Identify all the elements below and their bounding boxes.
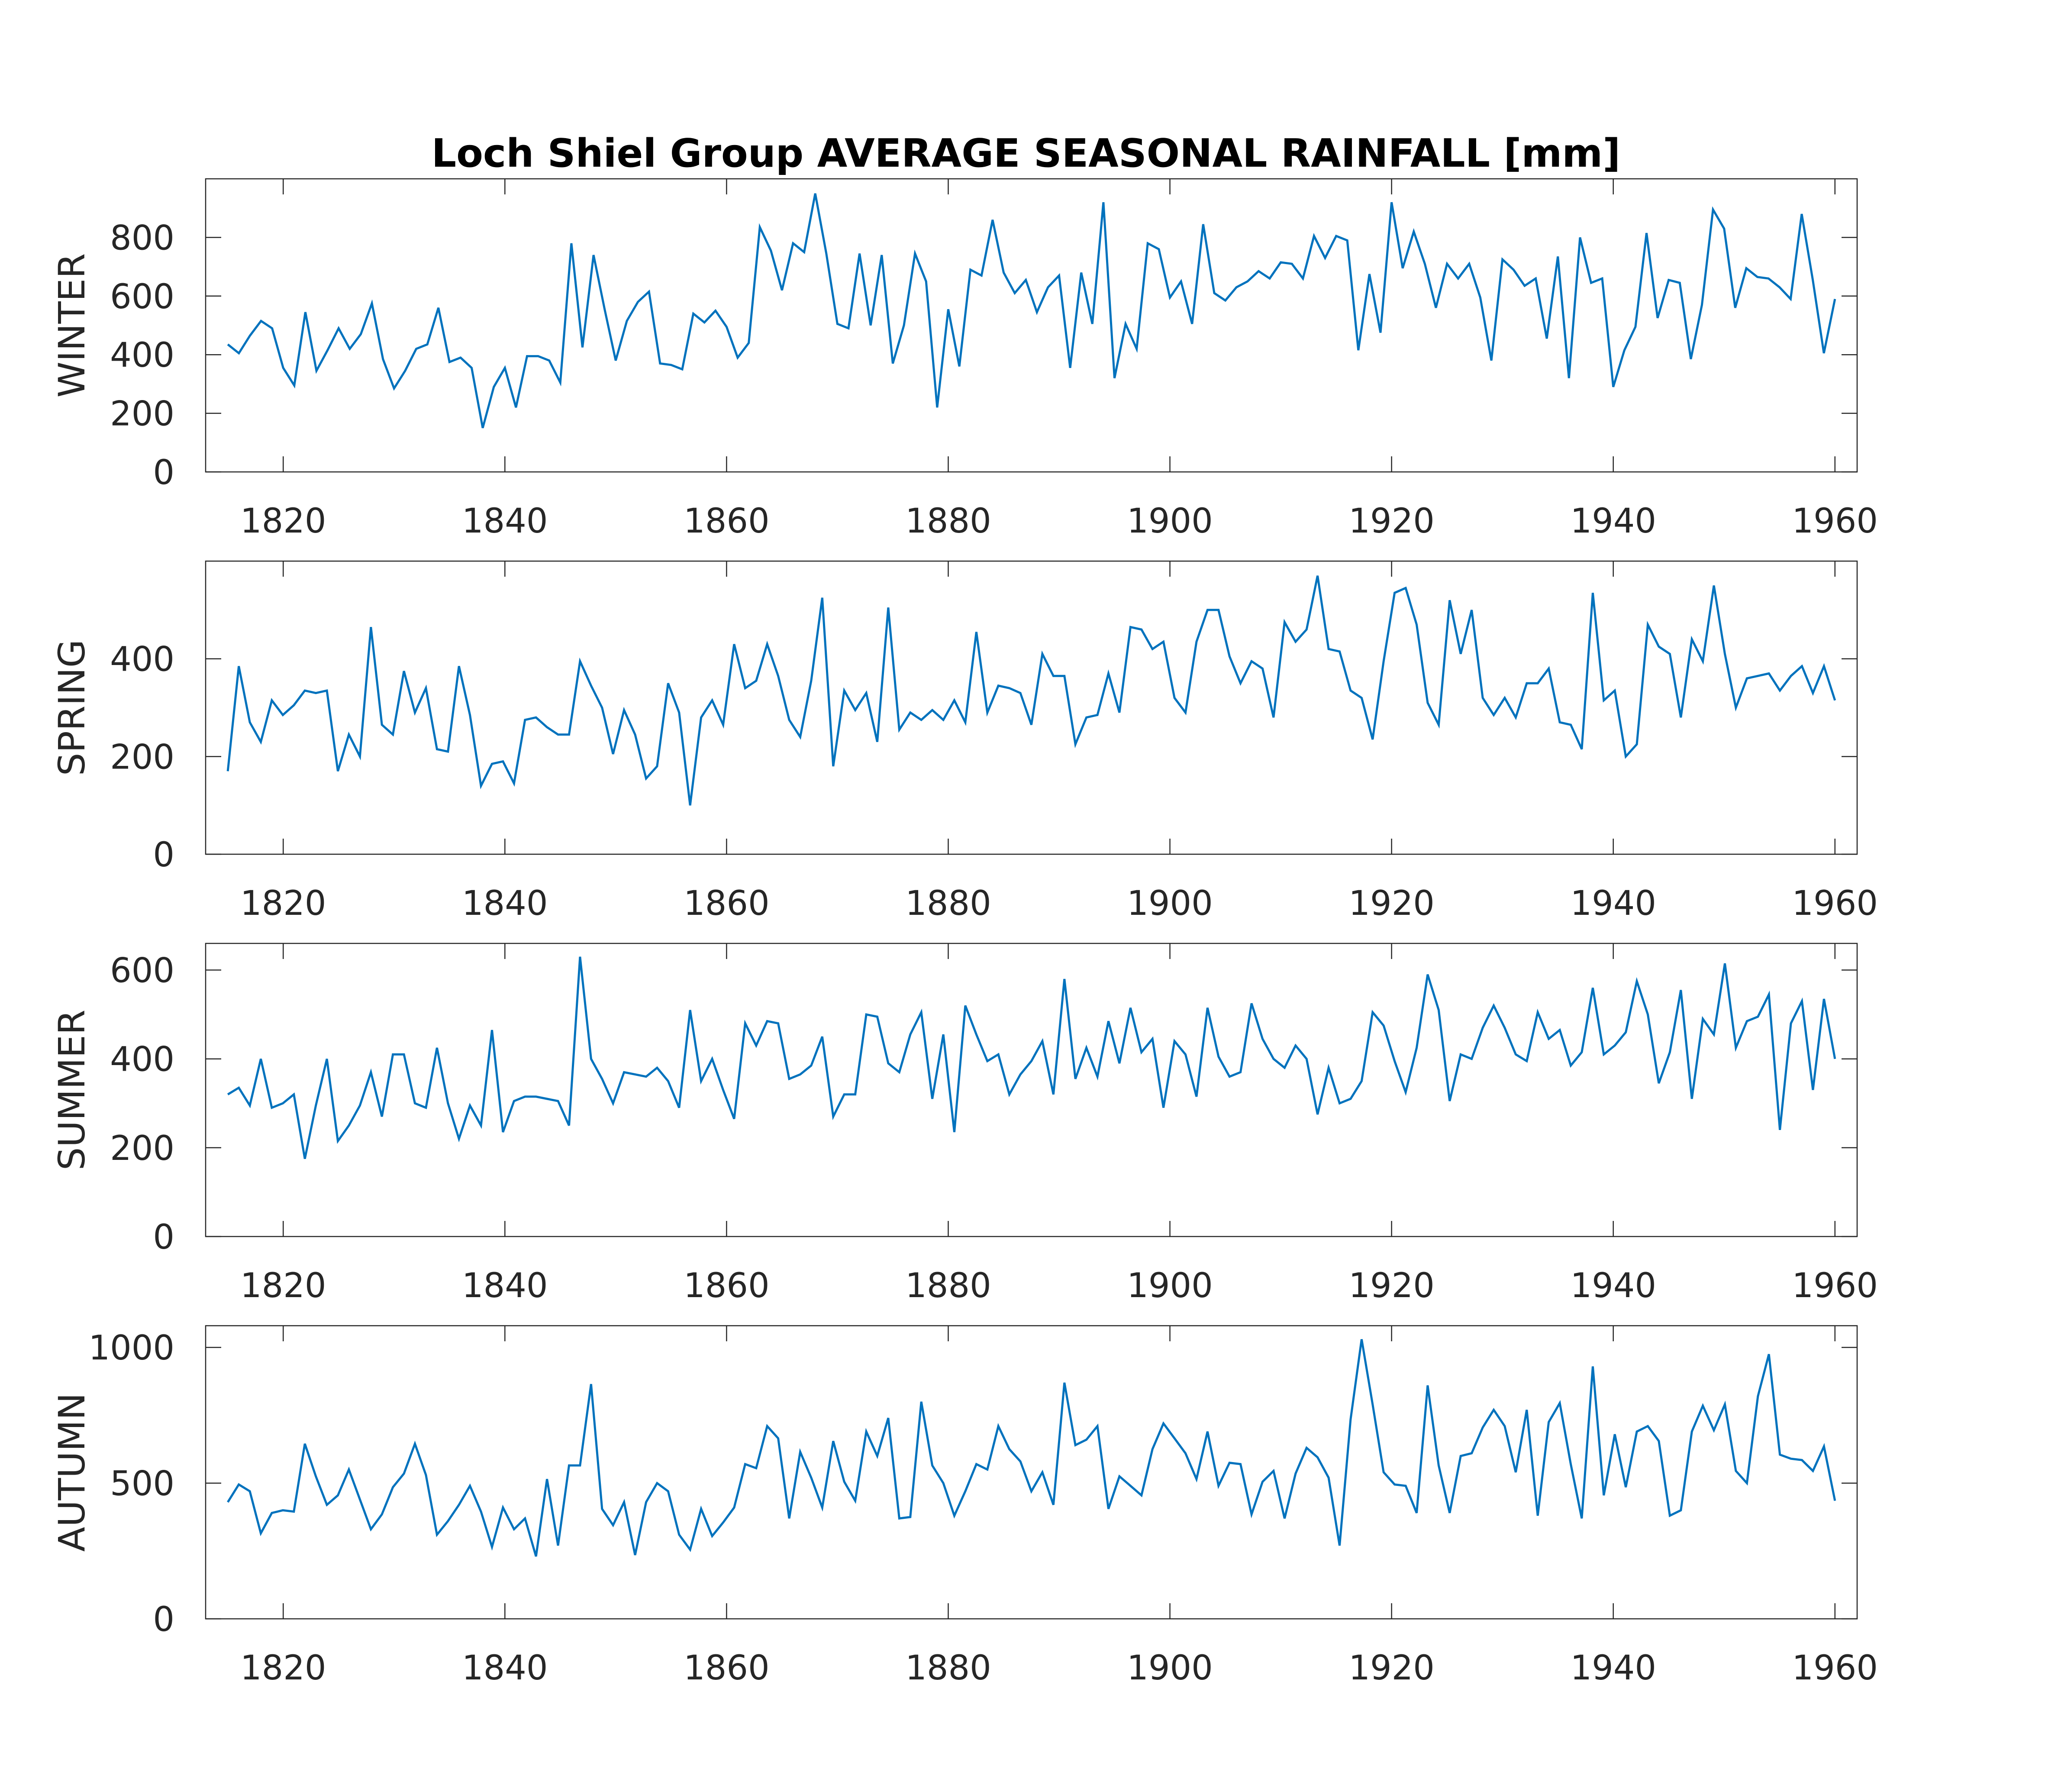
x-tick-label-summer: 1900 [1127, 1266, 1213, 1305]
chart-title: Loch Shiel Group AVERAGE SEASONAL RAINFA… [432, 131, 1621, 176]
x-tick-label-winter: 1840 [462, 502, 548, 541]
x-tick-label-winter: 1900 [1127, 502, 1213, 541]
y-tick-label-winter: 800 [110, 219, 174, 258]
x-tick-label-autumn: 1960 [1792, 1649, 1878, 1688]
y-tick-label-spring: 0 [153, 836, 174, 875]
axes-box-winter [205, 178, 1858, 473]
x-tick-label-summer: 1960 [1792, 1266, 1878, 1305]
x-tick-label-autumn: 1940 [1570, 1649, 1656, 1688]
x-tick-label-winter: 1920 [1348, 502, 1435, 541]
x-tick-label-summer: 1860 [684, 1266, 770, 1305]
x-tick-label-spring: 1860 [684, 884, 770, 923]
x-tick-label-winter: 1960 [1792, 502, 1878, 541]
y-tick-label-winter: 400 [110, 336, 174, 375]
x-tick-label-spring: 1900 [1127, 884, 1213, 923]
x-tick-label-spring: 1940 [1570, 884, 1656, 923]
y-tick-label-summer: 400 [110, 1040, 174, 1079]
axes-box-summer [205, 943, 1858, 1237]
y-axis-label-spring: SPRING [51, 639, 93, 776]
y-tick-label-spring: 200 [110, 738, 174, 777]
x-tick-label-spring: 1960 [1792, 884, 1878, 923]
series-line-summer [227, 956, 1836, 1159]
panels: 1820 1840 1860 1880 1900 1920 1940 1960 0 200 400 6… [51, 178, 1878, 1688]
x-tick-label-autumn: 1840 [462, 1649, 548, 1688]
series-line-autumn [227, 1339, 1836, 1557]
y-tick-label-winter: 0 [153, 453, 174, 492]
y-tick-label-summer: 600 [110, 952, 174, 991]
x-tick-label-autumn: 1880 [905, 1649, 991, 1688]
panel-autumn: 1820 1840 1860 1880 1900 1920 1940 1960 0 500 1000… [51, 1325, 1878, 1688]
x-tick-label-summer: 1820 [240, 1266, 326, 1305]
y-axis-label-winter: WINTER [51, 253, 93, 397]
series-line-spring [226, 575, 1836, 806]
axes-box-spring [205, 560, 1858, 855]
x-tick-label-winter: 1940 [1570, 502, 1656, 541]
x-tick-label-spring: 1920 [1348, 884, 1435, 923]
x-tick-label-summer: 1880 [905, 1266, 991, 1305]
y-tick-label-spring: 400 [110, 640, 174, 679]
y-tick-label-autumn: 500 [110, 1465, 174, 1504]
x-tick-label-spring: 1880 [905, 884, 991, 923]
x-tick-label-winter: 1860 [684, 502, 770, 541]
x-tick-label-spring: 1820 [240, 884, 326, 923]
y-tick-label-winter: 600 [110, 278, 174, 316]
y-tick-label-summer: 200 [110, 1129, 174, 1168]
axes-box-autumn [205, 1325, 1858, 1620]
y-tick-label-winter: 200 [110, 395, 174, 434]
x-tick-label-summer: 1940 [1570, 1266, 1656, 1305]
series-line-winter [227, 193, 1836, 429]
panel-winter: 1820 1840 1860 1880 1900 1920 1940 1960 0 200 400 6… [51, 178, 1878, 541]
x-tick-label-autumn: 1920 [1348, 1649, 1435, 1688]
panel-spring: 1820 1840 1860 1880 1900 1920 1940 1960 0 200 400 S… [51, 560, 1878, 923]
y-axis-label-autumn: AUTUMN [51, 1393, 93, 1552]
y-tick-label-summer: 0 [153, 1218, 174, 1257]
x-tick-label-spring: 1840 [462, 884, 548, 923]
x-tick-label-winter: 1880 [905, 502, 991, 541]
y-tick-label-autumn: 1000 [88, 1329, 174, 1368]
x-tick-label-summer: 1920 [1348, 1266, 1435, 1305]
y-tick-label-autumn: 0 [153, 1600, 174, 1639]
x-tick-label-autumn: 1900 [1127, 1649, 1213, 1688]
x-tick-label-summer: 1840 [462, 1266, 548, 1305]
panel-summer: 1820 1840 1860 1880 1900 1920 1940 1960 0 200 400 6… [51, 943, 1878, 1305]
x-tick-label-winter: 1820 [240, 502, 326, 541]
y-axis-label-summer: SUMMER [51, 1010, 93, 1170]
x-tick-label-autumn: 1820 [240, 1649, 326, 1688]
x-tick-label-autumn: 1860 [684, 1649, 770, 1688]
